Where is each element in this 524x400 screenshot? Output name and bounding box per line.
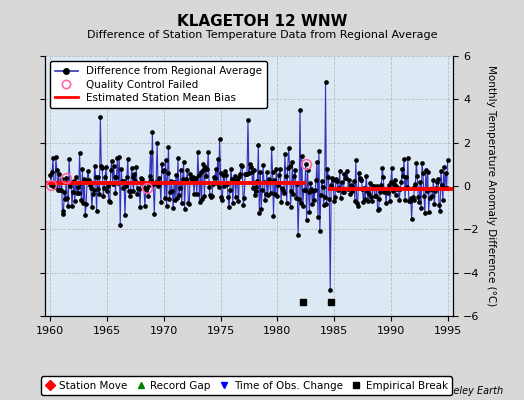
Y-axis label: Monthly Temperature Anomaly Difference (°C): Monthly Temperature Anomaly Difference (… — [486, 65, 496, 307]
Text: Difference of Station Temperature Data from Regional Average: Difference of Station Temperature Data f… — [87, 30, 437, 40]
Text: KLAGETOH 12 WNW: KLAGETOH 12 WNW — [177, 14, 347, 29]
Text: Berkeley Earth: Berkeley Earth — [431, 386, 503, 396]
Legend: Station Move, Record Gap, Time of Obs. Change, Empirical Break: Station Move, Record Gap, Time of Obs. C… — [40, 376, 452, 395]
Legend: Difference from Regional Average, Quality Control Failed, Estimated Station Mean: Difference from Regional Average, Qualit… — [50, 61, 267, 108]
